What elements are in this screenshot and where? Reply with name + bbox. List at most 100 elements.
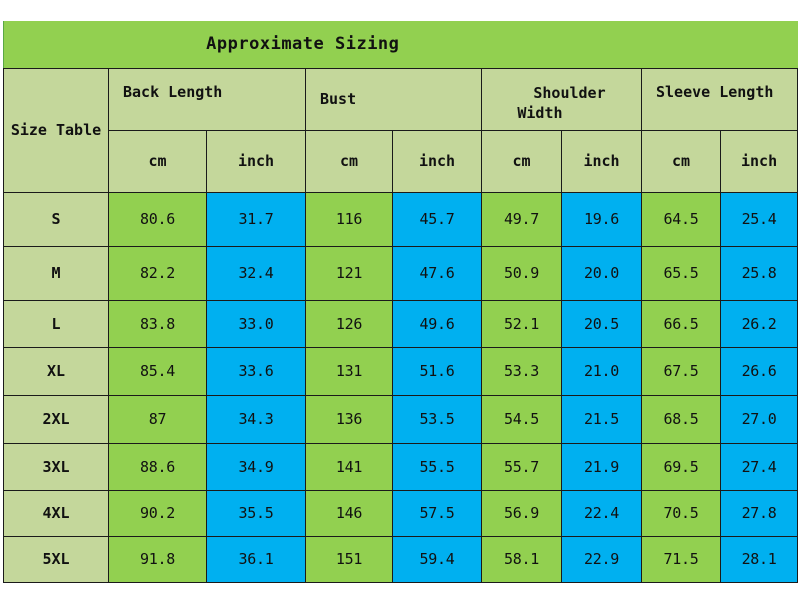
- cm-value-cell: 87: [108, 394, 207, 444]
- inch-value-cell: 25.8: [719, 245, 799, 301]
- inch-value-cell: 34.9: [206, 442, 306, 491]
- cm-value-cell: 146: [305, 489, 393, 537]
- inch-value-cell: 27.0: [719, 394, 799, 444]
- unit-header: inch: [561, 129, 642, 193]
- size-label: 5XL: [3, 535, 109, 583]
- table-row: 2XL 87 34.3 136 53.5 54.5 21.5 68.5 27.0: [3, 394, 799, 444]
- unit-header: cm: [108, 129, 207, 193]
- inch-value-cell: 21.0: [561, 346, 642, 396]
- cm-value-cell: 58.1: [481, 535, 562, 583]
- unit-header: inch: [719, 129, 799, 193]
- inch-value-cell: 20.0: [561, 245, 642, 301]
- inch-value-cell: 26.6: [719, 346, 799, 396]
- cm-value-cell: 70.5: [641, 489, 721, 537]
- inch-value-cell: 55.5: [392, 442, 482, 491]
- cm-value-cell: 141: [305, 442, 393, 491]
- table-body: S 80.6 31.7 116 45.7 49.7 19.6 64.5 25.4 M 82.2 32.…: [3, 191, 799, 583]
- cm-value-cell: 49.7: [481, 191, 562, 247]
- cm-value-cell: 90.2: [108, 489, 207, 537]
- cm-value-cell: 68.5: [641, 394, 721, 444]
- inch-value-cell: 27.4: [719, 442, 799, 491]
- inch-value-cell: 36.1: [206, 535, 306, 583]
- cm-value-cell: 71.5: [641, 535, 721, 583]
- inch-value-cell: 33.6: [206, 346, 306, 396]
- size-chart-table: Approximate Sizing Size Table Back Lengt…: [2, 21, 799, 583]
- cm-value-cell: 151: [305, 535, 393, 583]
- inch-value-cell: 49.6: [392, 299, 482, 348]
- inch-value-cell: 22.4: [561, 489, 642, 537]
- cm-value-cell: 65.5: [641, 245, 721, 301]
- cm-value-cell: 126: [305, 299, 393, 348]
- inch-value-cell: 28.1: [719, 535, 799, 583]
- table-row: S 80.6 31.7 116 45.7 49.7 19.6 64.5 25.4: [3, 191, 799, 247]
- cm-value-cell: 50.9: [481, 245, 562, 301]
- table-row: 5XL 91.8 36.1 151 59.4 58.1 22.9 71.5 28.1: [3, 535, 799, 583]
- cm-value-cell: 136: [305, 394, 393, 444]
- size-label: M: [3, 245, 109, 301]
- corner-label: Size Table: [3, 67, 109, 193]
- inch-value-cell: 27.8: [719, 489, 799, 537]
- cm-value-cell: 55.7: [481, 442, 562, 491]
- size-label: 2XL: [3, 394, 109, 444]
- cm-value-cell: 69.5: [641, 442, 721, 491]
- group-header-back-length: Back Length: [108, 67, 306, 131]
- inch-value-cell: 59.4: [392, 535, 482, 583]
- unit-header-row: cm inch cm inch cm inch cm inch: [4, 129, 799, 193]
- unit-header: cm: [481, 129, 562, 193]
- size-label: XL: [3, 346, 109, 396]
- inch-value-cell: 51.6: [392, 346, 482, 396]
- inch-value-cell: 45.7: [392, 191, 482, 247]
- cm-value-cell: 54.5: [481, 394, 562, 444]
- table-title: Approximate Sizing: [2, 21, 798, 69]
- inch-value-cell: 26.2: [719, 299, 799, 348]
- inch-value-cell: 31.7: [206, 191, 306, 247]
- table-row: 3XL 88.6 34.9 141 55.5 55.7 21.9 69.5 27.4: [3, 442, 799, 491]
- cm-value-cell: 53.3: [481, 346, 562, 396]
- cm-value-cell: 85.4: [108, 346, 207, 396]
- unit-header: cm: [305, 129, 393, 193]
- inch-value-cell: 19.6: [561, 191, 642, 247]
- inch-value-cell: 53.5: [392, 394, 482, 444]
- size-label: 4XL: [3, 489, 109, 537]
- cm-value-cell: 64.5: [641, 191, 721, 247]
- cm-value-cell: 52.1: [481, 299, 562, 348]
- size-label: L: [3, 299, 109, 348]
- cm-value-cell: 83.8: [108, 299, 207, 348]
- group-header-sleeve-length: Sleeve Length: [640, 67, 799, 131]
- inch-value-cell: 57.5: [392, 489, 482, 537]
- inch-value-cell: 25.4: [719, 191, 799, 247]
- table-row: XL 85.4 33.6 131 51.6 53.3 21.0 67.5 26.6: [3, 346, 799, 396]
- cm-value-cell: 82.2: [108, 245, 207, 301]
- inch-value-cell: 21.5: [561, 394, 642, 444]
- table-row: L 83.8 33.0 126 49.6 52.1 20.5 66.5 26.2: [3, 299, 799, 348]
- cm-value-cell: 116: [305, 191, 393, 247]
- cm-value-cell: 121: [305, 245, 393, 301]
- inch-value-cell: 22.9: [561, 535, 642, 583]
- table-row: 4XL 90.2 35.5 146 57.5 56.9 22.4 70.5 27.8: [3, 489, 799, 537]
- group-header-shoulder-width: Shoulder Width: [481, 67, 642, 131]
- cm-value-cell: 66.5: [641, 299, 721, 348]
- group-header-row: Size Table Back Length Bust Shoulder Wid…: [3, 67, 799, 193]
- inch-value-cell: 33.0: [206, 299, 306, 348]
- inch-value-cell: 34.3: [206, 394, 306, 444]
- shoulder-line-2: Width: [517, 103, 563, 122]
- size-label: S: [3, 191, 109, 247]
- table-title-text: Approximate Sizing: [206, 34, 400, 55]
- group-header-bust: Bust: [305, 67, 482, 131]
- cm-value-cell: 131: [305, 346, 393, 396]
- cm-value-cell: 88.6: [108, 442, 207, 491]
- unit-header: inch: [206, 129, 306, 193]
- inch-value-cell: 47.6: [392, 245, 482, 301]
- table-row: M 82.2 32.4 121 47.6 50.9 20.0 65.5 25.8: [3, 245, 799, 301]
- inch-value-cell: 35.5: [206, 489, 306, 537]
- inch-value-cell: 21.9: [561, 442, 642, 491]
- cm-value-cell: 80.6: [108, 191, 207, 247]
- inch-value-cell: 32.4: [206, 245, 306, 301]
- shoulder-line-1: Shoulder: [533, 83, 606, 102]
- unit-header: cm: [641, 129, 721, 193]
- unit-header: inch: [392, 129, 482, 193]
- cm-value-cell: 91.8: [108, 535, 207, 583]
- cm-value-cell: 56.9: [481, 489, 562, 537]
- title-row: Approximate Sizing: [2, 21, 798, 69]
- cm-value-cell: 67.5: [641, 346, 721, 396]
